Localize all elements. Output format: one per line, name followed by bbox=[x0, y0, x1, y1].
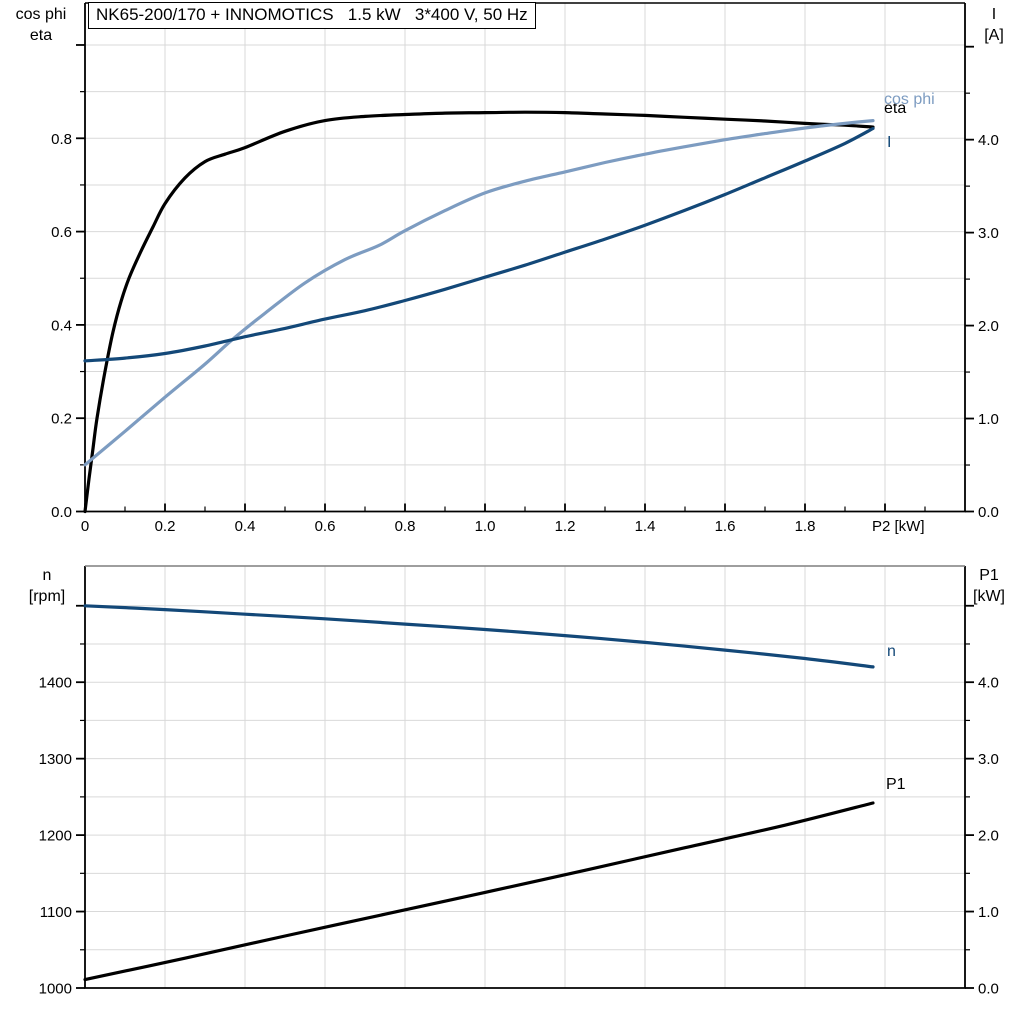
axis-title-line: [rpm] bbox=[28, 588, 66, 605]
axis-title-line: cos phi bbox=[15, 6, 67, 23]
right-axis-tick-label: 3.0 bbox=[978, 751, 999, 768]
x-axis-tick-label: 0 bbox=[81, 518, 89, 535]
x-axis-tick-label: 1.6 bbox=[715, 518, 736, 535]
bottom-left-axis-title: n [rpm] bbox=[16, 565, 78, 607]
axis-title-line: eta bbox=[29, 27, 53, 44]
curve-label-eta: eta bbox=[884, 100, 906, 117]
curve-I bbox=[83, 126, 875, 363]
right-axis-tick-label: 4.0 bbox=[978, 675, 999, 692]
axis-title-line: n bbox=[42, 567, 52, 584]
curve-label-cos-phi: cos phi bbox=[884, 91, 935, 108]
right-axis-tick-label: 0.0 bbox=[978, 981, 999, 998]
right-axis-tick-label: 4.0 bbox=[978, 132, 999, 149]
curve-label-I: I bbox=[887, 134, 891, 151]
x-axis-tick-label: 0.8 bbox=[395, 518, 416, 535]
chart-title: NK65-200/170 + INNOMOTICS 1.5 kW 3*400 V… bbox=[88, 2, 536, 29]
top-right-axis-title: I [A] bbox=[968, 4, 1020, 46]
chart-frame bbox=[84, 566, 966, 989]
right-axis-tick-label: 2.0 bbox=[978, 828, 999, 845]
left-axis-tick-label: 0.0 bbox=[51, 504, 72, 521]
curve-cos-phi bbox=[83, 119, 875, 467]
left-axis-tick-label: 1100 bbox=[40, 904, 72, 921]
x-axis-tick-label: 0.2 bbox=[155, 518, 176, 535]
axis-title-line: [kW] bbox=[973, 588, 1005, 605]
right-axis-tick-label: 1.0 bbox=[978, 904, 999, 921]
left-axis-tick-label: 1300 bbox=[39, 751, 72, 768]
left-axis-tick-label: 0.6 bbox=[51, 224, 72, 241]
chart-frame bbox=[84, 3, 966, 513]
curve-label-n: n bbox=[887, 643, 896, 660]
bottom-right-axis-title: P1 [kW] bbox=[960, 565, 1018, 607]
left-axis-tick-label: 0.4 bbox=[51, 317, 72, 334]
left-axis-tick-label: 1200 bbox=[39, 828, 72, 845]
left-axis-tick-label: 0.8 bbox=[51, 131, 72, 148]
x-axis-tick-label: 1.8 bbox=[795, 518, 816, 535]
curve-n bbox=[83, 604, 875, 669]
left-axis-tick-label: 1000 bbox=[39, 981, 72, 998]
right-axis-tick-label: 1.0 bbox=[978, 411, 999, 428]
curve-label-P1: P1 bbox=[886, 776, 906, 793]
x-axis-tick-label: 1.4 bbox=[635, 518, 656, 535]
x-axis-tick-label: 0.4 bbox=[235, 518, 256, 535]
left-axis-tick-label: 0.2 bbox=[51, 411, 72, 428]
x-axis-tick-label: 0.6 bbox=[315, 518, 336, 535]
x-axis-tick-label: 1.2 bbox=[555, 518, 576, 535]
right-axis-tick-label: 3.0 bbox=[978, 225, 999, 242]
x-axis-tick-label: 1.0 bbox=[475, 518, 496, 535]
axis-title-line: P1 bbox=[979, 567, 999, 584]
curve-P1 bbox=[83, 801, 875, 982]
left-axis-tick-label: 1400 bbox=[39, 675, 72, 692]
right-axis-tick-label: 0.0 bbox=[978, 504, 999, 521]
top-left-axis-title: cos phi eta bbox=[4, 4, 78, 46]
right-axis-tick-label: 2.0 bbox=[978, 318, 999, 335]
x-axis-unit-label: P2 [kW] bbox=[872, 518, 925, 535]
axis-title-line: I bbox=[991, 6, 997, 23]
axis-title-line: [A] bbox=[984, 27, 1004, 44]
curve-eta bbox=[83, 110, 875, 514]
